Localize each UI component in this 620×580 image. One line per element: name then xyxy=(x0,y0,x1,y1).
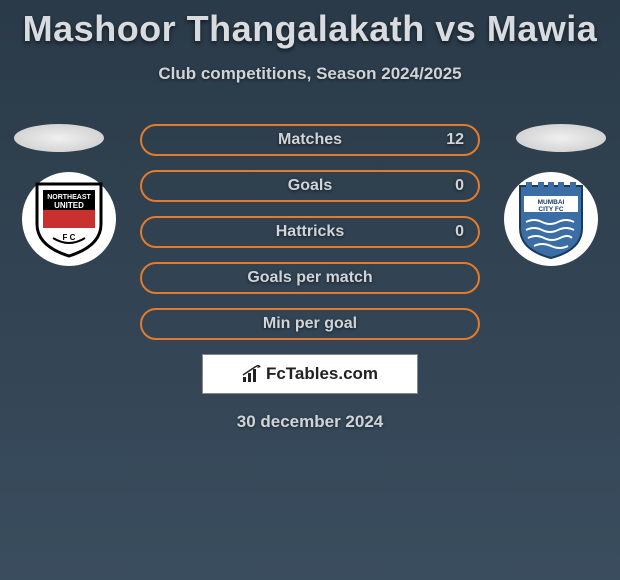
stat-row: Goals 0 xyxy=(140,170,480,202)
brand-text: FcTables.com xyxy=(266,364,378,384)
stat-value-right: 12 xyxy=(446,131,464,149)
stat-rows: Matches 12 Goals 0 Hattricks 0 Goals per… xyxy=(140,124,480,340)
brand-link[interactable]: FcTables.com xyxy=(202,354,418,394)
northeast-united-logo-icon: NORTHEAST UNITED F C xyxy=(33,180,105,258)
stats-area: NORTHEAST UNITED F C MUMBAI xyxy=(0,124,620,432)
stat-label: Matches xyxy=(278,131,342,149)
stat-row: Hattricks 0 xyxy=(140,216,480,248)
team-badge-left: NORTHEAST UNITED F C xyxy=(22,172,116,266)
stat-label: Hattricks xyxy=(276,223,344,241)
date-label: 30 december 2024 xyxy=(0,412,620,432)
mumbai-city-logo-icon: MUMBAI CITY FC xyxy=(514,178,588,260)
stat-value-right: 0 xyxy=(455,177,464,195)
page-title: Mashoor Thangalakath vs Mawia xyxy=(0,8,620,50)
player-photo-left xyxy=(14,124,104,152)
subtitle: Club competitions, Season 2024/2025 xyxy=(0,64,620,84)
stat-value-right: 0 xyxy=(455,223,464,241)
stat-label: Min per goal xyxy=(263,315,357,333)
svg-text:CITY FC: CITY FC xyxy=(538,206,563,213)
player-photo-right xyxy=(516,124,606,152)
stat-row: Goals per match xyxy=(140,262,480,294)
stat-row: Min per goal xyxy=(140,308,480,340)
team-badge-right: MUMBAI CITY FC xyxy=(504,172,598,266)
svg-text:NORTHEAST: NORTHEAST xyxy=(47,194,91,201)
stat-label: Goals xyxy=(288,177,332,195)
svg-text:MUMBAI: MUMBAI xyxy=(538,199,565,206)
comparison-card: Mashoor Thangalakath vs Mawia Club compe… xyxy=(0,0,620,432)
stat-row: Matches 12 xyxy=(140,124,480,156)
stat-label: Goals per match xyxy=(247,269,372,287)
svg-text:F C: F C xyxy=(63,233,76,242)
bar-chart-icon xyxy=(242,365,262,383)
svg-text:UNITED: UNITED xyxy=(54,201,84,210)
